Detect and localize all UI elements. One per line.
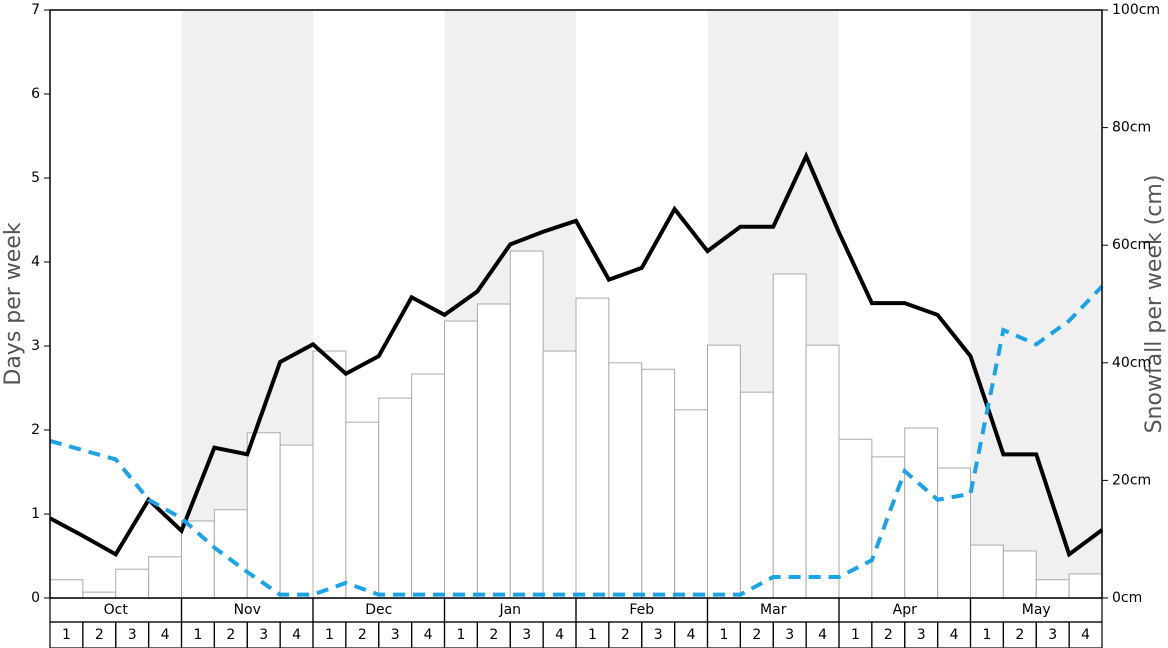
bar [213,509,248,599]
x-tick-label: 3 [522,627,531,643]
month-label: Oct [104,602,129,618]
x-tick-label: 2 [621,627,630,643]
month-label: Feb [629,602,654,618]
x-tick-label: 2 [884,627,893,643]
x-tick-label: 4 [292,627,301,643]
bar [312,350,347,599]
bar [838,438,873,599]
y2-axis-label: Snowfall per week (cm) [1142,175,1167,434]
y-axis-label: Days per week [1,222,26,385]
x-tick-label: 1 [851,627,860,643]
x-tick-label: 2 [489,627,498,643]
y2-tick-label: 20cm [1112,472,1151,488]
x-tick-label: 4 [950,627,959,643]
bar [805,344,840,599]
y2-tick-label: 80cm [1112,120,1151,136]
y-tick-label: 1 [31,506,40,522]
x-tick-label: 4 [1081,627,1090,643]
x-tick-label: 3 [259,627,268,643]
bar [444,320,478,599]
y-tick-label: 4 [31,254,40,270]
x-tick-label: 2 [226,627,235,643]
y2-tick-label: 0cm [1112,590,1142,606]
y2-tick-label: 40cm [1112,355,1151,371]
bar [1068,573,1103,599]
month-label: May [1022,602,1051,618]
bar [707,344,741,599]
x-tick-label: 2 [1015,627,1024,643]
x-tick-label: 1 [588,627,597,643]
line [49,284,1104,597]
bar [411,373,445,599]
plot-frame [49,9,1103,599]
x-tick-label: 2 [358,627,367,643]
bar [115,568,150,599]
x-tick-label: 4 [161,627,170,643]
y-tick-label: 0 [31,590,40,606]
bar [739,391,774,599]
month-label: Nov [234,602,261,618]
y-tick-label: 6 [31,86,40,102]
bar [82,591,117,599]
bar [937,467,971,599]
bar [970,544,1004,599]
x-tick-label: 4 [818,627,827,643]
y-tick-label: 7 [31,2,40,18]
x-tick-label: 3 [1048,627,1057,643]
month-label: Jan [498,602,521,618]
line [49,151,1104,558]
x-tick-label: 3 [391,627,400,643]
bar [345,421,380,599]
bar [1002,550,1037,599]
x-tick-label: 1 [62,627,71,643]
x-tick-label: 1 [325,627,334,643]
month-label: Apr [893,602,917,618]
x-tick-label: 3 [785,627,794,643]
x-tick-label: 4 [687,627,696,643]
y-tick-label: 2 [31,422,40,438]
month-label: Dec [365,602,392,618]
x-tick-label: 1 [193,627,202,643]
x-tick-label: 1 [456,627,465,643]
bar [575,297,610,599]
bar [509,250,544,599]
bar [246,432,281,599]
y-tick-label: 3 [31,338,40,354]
bar [378,397,413,599]
y2-tick-label: 60cm [1112,237,1151,253]
x-tick-label: 3 [654,627,663,643]
x-tick-label: 2 [752,627,761,643]
bar [148,556,182,599]
y-tick-label: 5 [31,170,40,186]
month-band [970,10,1102,598]
y2-tick-label: 100cm [1112,2,1160,18]
bar [871,456,906,599]
x-tick-label: 4 [555,627,564,643]
bar [476,303,511,599]
x-tick-label: 3 [128,627,137,643]
bar [674,409,708,599]
bar [904,427,939,599]
bar [49,579,84,599]
bar [1035,579,1070,599]
week-cell [1068,621,1103,648]
x-tick-label: 1 [982,627,991,643]
bar [772,273,807,599]
bar [608,362,643,599]
bar [542,350,577,599]
bar [181,520,215,599]
x-tick-label: 4 [424,627,433,643]
bar [641,368,676,599]
x-tick-label: 1 [719,627,728,643]
bar [279,444,314,599]
x-tick-label: 3 [917,627,926,643]
x-tick-label: 2 [95,627,104,643]
month-label: Mar [760,602,787,618]
